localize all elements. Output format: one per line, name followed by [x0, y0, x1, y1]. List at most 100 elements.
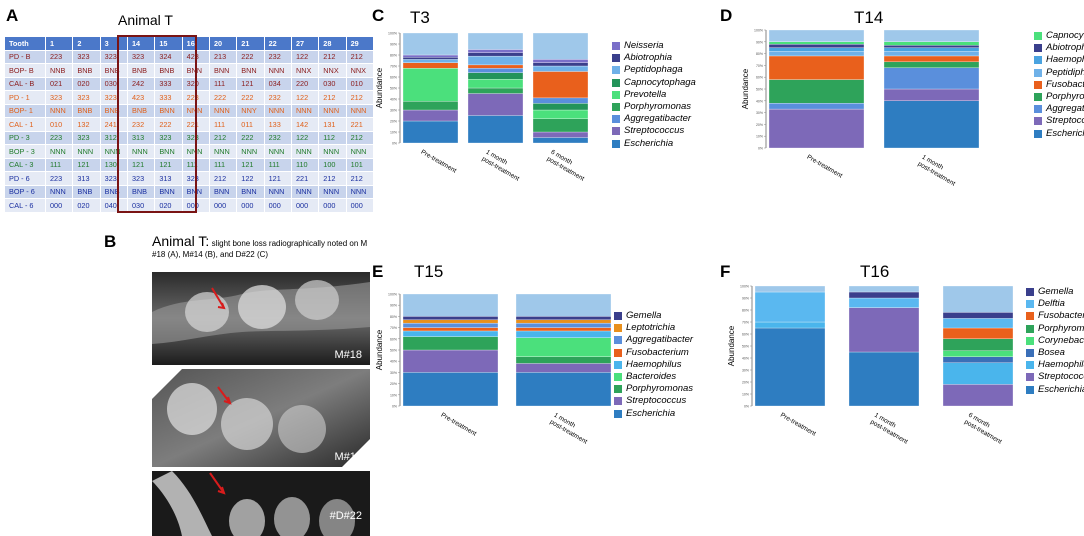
table-cell: 222 — [236, 130, 265, 145]
y-tick-label: 70% — [390, 326, 397, 330]
bar-segment-haemophilus — [942, 362, 1014, 385]
xray-image-m18: M#18 — [152, 272, 370, 365]
bar-segment-streptococcus — [768, 108, 865, 149]
table-cell: BNB — [99, 184, 128, 199]
y-tick-label: 20% — [742, 381, 749, 385]
xray-heading: Animal T: slight bone loss radiographica… — [152, 234, 382, 260]
table-cell: 110 — [290, 157, 320, 172]
legend-label: Escherichia — [1038, 383, 1084, 395]
bar-segment-other — [402, 32, 459, 56]
legend-swatch — [614, 409, 622, 418]
legend-item: Porphyromonas — [612, 101, 696, 113]
y-tick-label: 80% — [756, 52, 763, 56]
table-cell: 423 — [126, 90, 156, 105]
legend-label: Porphyromonas — [624, 100, 692, 112]
legend-label: Escherichia — [624, 137, 674, 149]
legend-item: Aggregatibacter — [614, 334, 693, 346]
legend-swatch — [612, 115, 620, 124]
table-header-cell: 14 — [126, 36, 156, 51]
legend-label: Porphyromonas — [1046, 90, 1084, 102]
y-tick-label: 30% — [742, 369, 749, 373]
y-axis-label: Abundance — [375, 329, 384, 370]
legend-item: Abiotrophia — [1034, 42, 1084, 54]
y-tick-label: 10% — [756, 135, 763, 139]
table-header-cell: 28 — [318, 36, 347, 51]
legend-item: Fusobacterium — [1026, 310, 1084, 322]
legend-label: Leptotrichia — [626, 322, 676, 334]
legend-swatch — [612, 42, 620, 51]
legend-label: Fusobacterium — [626, 346, 689, 358]
legend-label: Haemophilus — [1038, 359, 1084, 371]
table-row-label: BOP- B — [4, 63, 46, 78]
bar-segment-fusobacterium — [532, 71, 589, 99]
legend-label: Abiotrophia — [624, 52, 673, 64]
y-tick-label: 0% — [392, 142, 397, 146]
y-tick-label: 40% — [390, 360, 397, 364]
bar-segment-corynebacterium — [942, 350, 1014, 357]
legend-swatch — [1026, 324, 1034, 333]
table-cell: NNN — [44, 184, 74, 199]
legend-item: Aggregatibacter — [612, 113, 696, 125]
legend-swatch — [614, 348, 622, 357]
legend-swatch — [1034, 68, 1042, 77]
table-cell: BNB — [72, 103, 101, 118]
xray-label-m14: M#14 — [334, 451, 362, 463]
x-category-label: Pre-treatment — [779, 412, 817, 438]
table-cell: 241 — [99, 117, 128, 132]
table-cell: 122 — [236, 171, 265, 186]
chart-legend: Neisseria Abiotrophia Peptidophaga Capnocyt… — [612, 40, 696, 150]
legend-item: Capnocytophaga — [1034, 30, 1084, 42]
legend-swatch — [1026, 349, 1034, 358]
y-tick-label: 70% — [742, 321, 749, 325]
table-row: PD - 1 323 323 323 423 333 223 222 222 232 122 212 2… — [4, 90, 375, 105]
table-cell: NNN — [345, 184, 375, 199]
panel-a-label: A — [6, 6, 19, 25]
legend-label: Abiotrophia — [1046, 42, 1084, 54]
legend-item: Haemophilus — [614, 359, 693, 371]
y-tick-label: 0% — [758, 147, 763, 151]
legend-label: Aggregatibacter — [624, 113, 692, 125]
legend-item: Leptotrichia — [614, 322, 693, 334]
legend-item: Prevotella — [612, 89, 696, 101]
chart-legend: CapnocytophagaAbiotrophiaHaemophilusPept… — [1034, 30, 1084, 140]
y-tick-label: 100% — [388, 32, 397, 36]
table-cell: 222 — [154, 117, 183, 132]
legend-label: Capnocytophaga — [624, 76, 696, 88]
legend-item: Escherichia — [1034, 128, 1084, 140]
table-cell: 122 — [290, 49, 320, 64]
xray-m18-graphic — [152, 272, 370, 365]
legend-item: Haemophilus — [1026, 359, 1084, 371]
table-header-cell: 1 — [44, 36, 74, 51]
legend-swatch — [1034, 80, 1042, 89]
legend-item: Fusobacterium — [614, 347, 693, 359]
y-tick-label: 30% — [390, 371, 397, 375]
legend-item: Escherichia — [614, 408, 693, 420]
legend-label: Porphyromonas — [1038, 322, 1084, 334]
table-header-cell: 29 — [345, 36, 375, 51]
y-tick-label: 50% — [742, 345, 749, 349]
legend-swatch — [614, 385, 622, 394]
chart-legend: GemellaDelftiaFusobacteriumPorphyromonas… — [1026, 286, 1084, 396]
table-cell: NNN — [263, 63, 292, 78]
y-tick-label: 10% — [390, 131, 397, 135]
legend-label: Fusobacterium — [1038, 310, 1084, 322]
y-tick-label: 20% — [390, 120, 397, 124]
xray-label-d22: #D#22 — [329, 510, 362, 522]
bar-segment-gemella — [942, 312, 1014, 319]
table-cell: NNN — [72, 144, 101, 159]
legend-label: Escherichia — [626, 407, 676, 419]
xray-image-m14: M#14 — [152, 369, 370, 467]
table-cell: BNN — [154, 144, 183, 159]
bar-segment-escherichia — [883, 100, 980, 149]
table-cell: 222 — [208, 90, 238, 105]
chart-title: T3 — [410, 8, 430, 27]
table-cell: NNN — [318, 144, 347, 159]
table-row-label: CAL - 3 — [4, 157, 46, 172]
legend-item: Streptococcus — [1034, 115, 1084, 127]
legend-item: Streptococcus — [612, 125, 696, 137]
y-tick-label: 70% — [390, 65, 397, 69]
table-cell: 323 — [44, 90, 74, 105]
table-row: PD - B 223 323 323 323 324 423 213 222 232 122 212 2… — [4, 49, 375, 64]
legend-swatch — [612, 103, 620, 112]
